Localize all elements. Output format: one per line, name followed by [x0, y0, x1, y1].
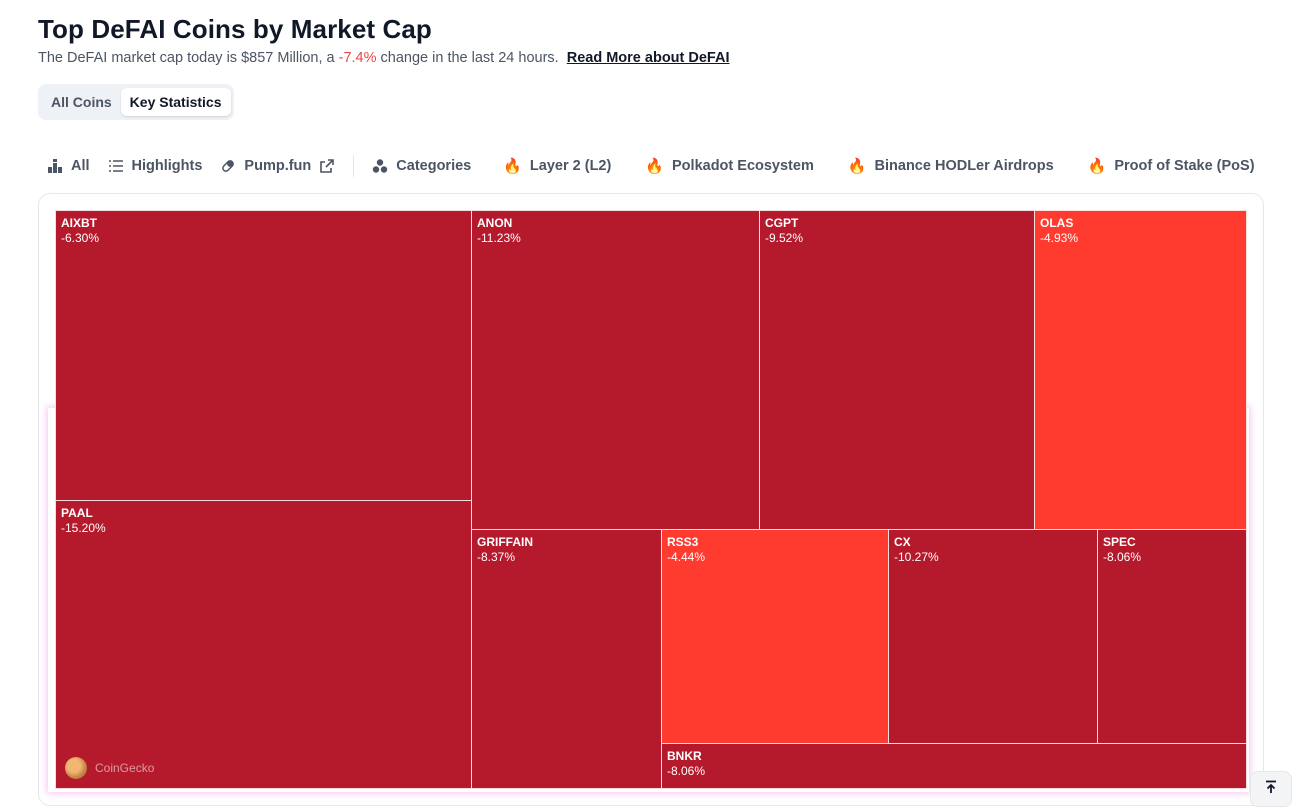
tab-pos-label: Proof of Stake (PoS) [1114, 158, 1255, 174]
tile-symbol: ANON [477, 216, 513, 230]
tile-cgpt[interactable]: CGPT -9.52% [759, 210, 1035, 530]
tile-change: -6.30% [61, 231, 100, 245]
treemap: AIXBT -6.30% PAAL -15.20% ANON -11.23% C… [55, 210, 1247, 789]
tile-spec[interactable]: SPEC -8.06% [1097, 529, 1247, 744]
chart-icon [47, 158, 63, 174]
tile-change: -9.52% [765, 231, 804, 245]
tab-binance-hodler-airdrops[interactable]: 🔥 Binance HODLer Airdrops [839, 150, 1063, 182]
tile-griffain[interactable]: GRIFFAIN -8.37% [471, 529, 662, 789]
tab-highlights-label: Highlights [131, 158, 203, 174]
tab-polkadot-label: Polkadot Ecosystem [672, 158, 814, 174]
tab-proof-of-stake[interactable]: 🔥 Proof of Stake (PoS) [1079, 150, 1264, 182]
tab-highlights[interactable]: Highlights [99, 150, 212, 182]
tab-categories-label: Categories [396, 158, 472, 174]
tile-aixbt[interactable]: AIXBT -6.30% [55, 210, 472, 501]
market-cap-change: -7.4% [338, 50, 377, 66]
fire-icon: 🔥 [503, 157, 522, 175]
tile-change: -4.44% [667, 550, 706, 564]
tile-change: -4.93% [1040, 231, 1079, 245]
summary-text: The DeFAI market cap today is $857 Milli… [38, 50, 339, 66]
watermark-text: CoinGecko [95, 761, 155, 775]
tab-pump-fun[interactable]: Pump.fun [211, 150, 344, 182]
tile-symbol: SPEC [1103, 535, 1136, 549]
tile-change: -8.06% [1103, 550, 1142, 564]
tab-pump-fun-label: Pump.fun [244, 158, 312, 174]
tile-symbol: PAAL [61, 506, 93, 520]
tile-symbol: CX [894, 535, 911, 549]
market-summary: The DeFAI market cap today is $857 Milli… [38, 50, 729, 66]
tile-symbol: GRIFFAIN [477, 535, 533, 549]
list-icon [108, 158, 124, 174]
all-coins-toggle[interactable]: All Coins [51, 94, 112, 110]
tile-paal[interactable]: PAAL -15.20% [55, 500, 472, 789]
fire-icon: 🔥 [645, 157, 665, 175]
coingecko-logo-icon [65, 757, 87, 779]
page-title: Top DeFAI Coins by Market Cap [38, 14, 432, 44]
fire-icon: 🔥 [1087, 157, 1107, 175]
tile-change: -8.06% [667, 764, 706, 778]
tile-symbol: BNKR [667, 749, 702, 763]
tile-symbol: OLAS [1040, 216, 1074, 230]
tile-symbol: CGPT [765, 216, 799, 230]
key-statistics-toggle[interactable]: Key Statistics [120, 88, 231, 116]
tab-all[interactable]: All [38, 150, 99, 182]
tile-cx[interactable]: CX -10.27% [888, 529, 1098, 744]
view-toggle: All Coins Key Statistics [38, 84, 234, 120]
tile-symbol: RSS3 [667, 535, 699, 549]
tile-change: -10.27% [894, 550, 939, 564]
tab-all-label: All [71, 158, 90, 174]
tile-bnkr[interactable]: BNKR -8.06% [661, 743, 1247, 789]
arrow-up-to-top-icon [1264, 780, 1278, 799]
read-more-link[interactable]: Read More about DeFAI [566, 50, 730, 66]
tile-olas[interactable]: OLAS -4.93% [1034, 210, 1247, 530]
tab-categories[interactable]: Categories [363, 150, 480, 182]
coingecko-watermark: CoinGecko [65, 757, 154, 779]
external-link-icon [319, 158, 335, 174]
scroll-to-top-button[interactable] [1250, 771, 1292, 807]
tab-layer-2-label: Layer 2 (L2) [529, 158, 612, 174]
tab-polkadot-ecosystem[interactable]: 🔥 Polkadot Ecosystem [636, 150, 823, 182]
tile-change: -11.23% [477, 231, 521, 245]
category-tabs: All Highlights Pump.fun Categories 🔥 [38, 150, 1264, 182]
tile-anon[interactable]: ANON -11.23% [471, 210, 760, 530]
tab-divider [353, 155, 355, 177]
tile-change: -8.37% [477, 550, 516, 564]
tab-binance-label: Binance HODLer Airdrops [874, 158, 1054, 174]
tile-change: -15.20% [61, 521, 106, 535]
summary-text-end: change in the last 24 hours. [376, 50, 559, 66]
fire-icon: 🔥 [847, 157, 867, 175]
tile-symbol: AIXBT [61, 216, 97, 230]
shapes-icon [372, 158, 388, 174]
tab-layer-2[interactable]: 🔥 Layer 2 (L2) [494, 150, 620, 182]
pill-icon [220, 158, 236, 174]
tile-rss3[interactable]: RSS3 -4.44% [661, 529, 889, 744]
